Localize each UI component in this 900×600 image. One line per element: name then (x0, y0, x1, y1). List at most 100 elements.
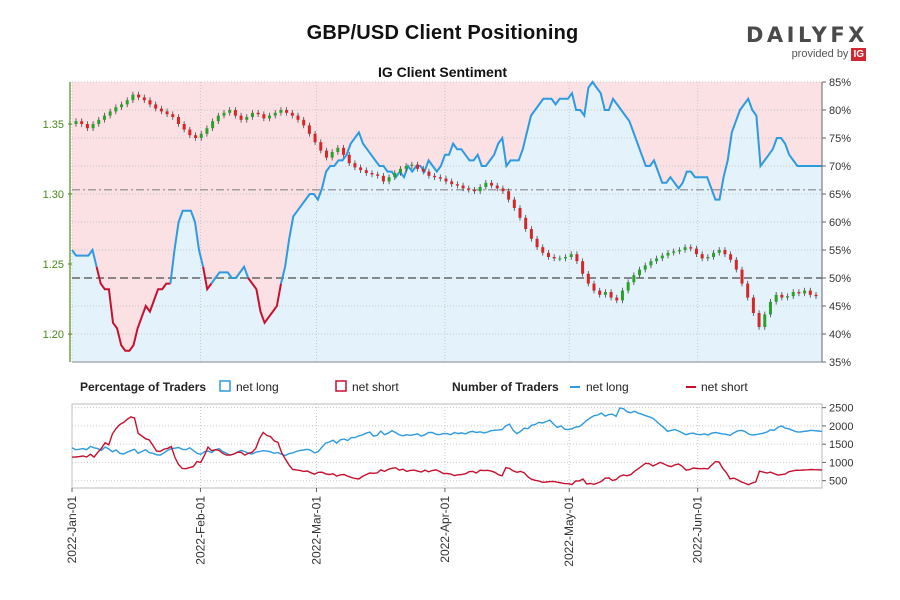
right-axis-tick-label: 35% (829, 357, 851, 369)
candle-body (404, 166, 408, 169)
candle-body (757, 313, 761, 327)
right-axis-tick-label: 60% (829, 217, 851, 229)
candle-body (592, 283, 596, 291)
candle-body (558, 258, 562, 260)
candle-body (507, 191, 511, 200)
candle-body (694, 248, 698, 255)
logo-provided-by: provided by IG (746, 48, 866, 61)
candle-body (188, 129, 192, 136)
candle-body (398, 168, 402, 173)
x-axis-tick-label: 2022-Jan-01 (65, 496, 79, 564)
right-axis-tick-label: 50% (829, 273, 851, 285)
candle-body (245, 117, 249, 120)
candle-body (285, 110, 289, 113)
candle-body (194, 135, 198, 138)
candle-body (102, 115, 106, 120)
candle-body (353, 163, 357, 168)
candle-body (734, 259, 738, 270)
candle-body (336, 147, 340, 152)
sentiment-line-segment (247, 277, 282, 325)
candle-body (393, 173, 397, 178)
candle-body (683, 247, 687, 250)
candle-body (484, 182, 488, 187)
candle-body (273, 112, 277, 116)
sentiment-line-segment (210, 264, 250, 285)
candle-body (438, 177, 442, 179)
candle-body (751, 297, 755, 313)
candle-body (342, 147, 346, 155)
candle-body (786, 296, 790, 298)
candle-body (649, 261, 653, 266)
candle-body (746, 283, 750, 298)
candle-body (706, 257, 710, 259)
candle-body (638, 269, 642, 276)
candle-body (91, 124, 95, 129)
candle-body (666, 252, 670, 256)
candle-body (376, 174, 380, 176)
candle-body (455, 184, 459, 186)
chart-title: GBP/USD Client Positioning (306, 22, 579, 44)
candle-body (159, 108, 163, 112)
candle-body (450, 181, 454, 185)
sentiment-line-segment (71, 247, 98, 268)
candle-body (387, 177, 391, 182)
legend-num-short-label: net short (701, 380, 748, 394)
candle-body (472, 189, 476, 192)
candle-body (131, 94, 135, 101)
candle-body (803, 290, 807, 294)
legend-number-title: Number of Traders (452, 380, 559, 394)
chart-subtitle: IG Client Sentiment (377, 64, 508, 80)
legend-percentage-title: Percentage of Traders (80, 380, 206, 394)
candle-body (615, 297, 619, 301)
candle-body (199, 133, 203, 138)
candle-body (729, 254, 733, 260)
legend-pct-short-swatch (335, 380, 347, 392)
candle-body (586, 273, 590, 284)
candle-body (359, 167, 363, 171)
candle-body (603, 292, 607, 295)
x-axis-tick-label: 2022-May-01 (562, 496, 576, 567)
candle-body (535, 238, 539, 248)
candle-body (370, 173, 374, 175)
left-axis-tick-label: 1.25 (43, 259, 64, 271)
candle-body (808, 290, 812, 295)
logo-provided-text: provided by (791, 48, 849, 60)
left-axis-tick-label: 1.35 (43, 119, 64, 131)
right-axis-tick-label: 85% (829, 77, 851, 89)
candle-body (660, 255, 664, 259)
candle-body (324, 150, 328, 158)
sentiment-line-segment (169, 209, 205, 284)
candle-body (228, 110, 232, 113)
candle-body (541, 247, 545, 253)
candle-body (176, 117, 180, 124)
candle-body (620, 290, 624, 301)
candle-body (165, 111, 169, 115)
candle-body (142, 97, 146, 101)
candle-body (797, 292, 801, 294)
candle-body (791, 292, 795, 297)
x-axis-tick-label: 2022-Apr-01 (438, 496, 452, 563)
candle-body (222, 112, 226, 116)
candle-body (114, 107, 118, 112)
candle-body (262, 114, 266, 119)
traders-panel-frame (71, 403, 823, 489)
traders-net-short-line (71, 416, 823, 486)
candle-body (216, 115, 220, 122)
ig-badge: IG (851, 48, 866, 61)
sentiment-line-segment (95, 266, 171, 352)
candle-body (381, 175, 385, 182)
candle-body (319, 142, 323, 151)
candle-body (85, 124, 89, 129)
candle-body (643, 265, 647, 270)
left-axis-tick-label: 1.20 (43, 329, 64, 341)
logo-wordmark: DAILYFX (746, 23, 868, 47)
candle-body (626, 282, 630, 291)
right-axis-tick-label: 55% (829, 245, 851, 257)
candle-body (569, 254, 573, 257)
sentiment-line-segment (202, 266, 213, 292)
candle-body (689, 247, 693, 249)
candle-body (564, 257, 568, 259)
candle-body (268, 115, 272, 119)
candle-body (433, 175, 437, 178)
